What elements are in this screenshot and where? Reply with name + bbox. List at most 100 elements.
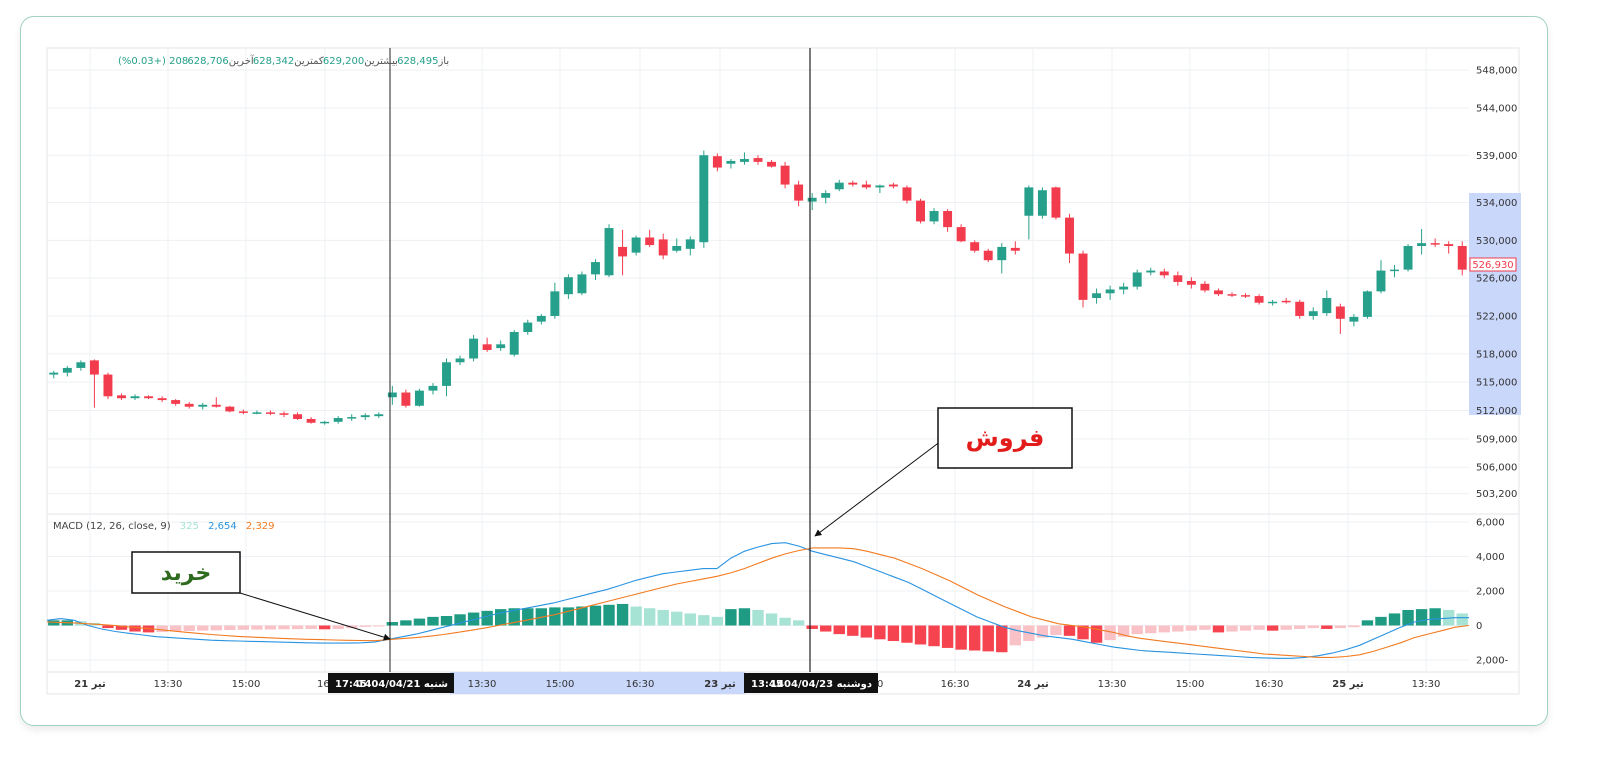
price-tick-label: 515,000 [1476,378,1517,389]
price-tick-label: 503,200 [1476,489,1517,500]
price-tick-label: 539,000 [1476,151,1517,162]
price-axis[interactable]: 548,000 544,000 539,000 534,000 530,000 526,0… [1476,66,1517,500]
histogram-bar [725,609,737,626]
candle-body [983,250,993,261]
histogram-bar [1280,625,1292,630]
histogram-bar [630,606,642,626]
histogram-bar [1388,613,1401,626]
time-tick-label: 15:00 [232,679,261,690]
histogram-bar [1199,625,1211,630]
candle-body [509,332,519,355]
candle-body [767,161,777,167]
histogram-bar [129,625,141,632]
price-tick-label: 522,000 [1476,311,1517,322]
candle-body [1322,297,1332,314]
histogram-bar [860,625,873,638]
macd-histogram [48,603,1468,653]
candle-body [49,372,59,375]
price-tick-label: 530,000 [1476,236,1517,247]
candle-body [1105,289,1115,294]
histogram-bar [589,605,602,626]
histogram-bar [698,615,710,626]
candle-body [252,412,262,414]
time-tick-label: 13:30 [154,679,183,690]
candle-body [1444,244,1454,246]
candle-body [62,367,72,373]
histogram-bar [792,620,805,626]
histogram-bar [657,609,669,626]
chart-frame [20,16,1548,726]
candle-body [1268,301,1278,304]
candle-body [699,155,709,243]
candle-body [685,239,695,249]
time-tick-label: 24 تیر [1017,679,1049,690]
change-value: 208 (+0.03%) [118,56,188,67]
candle-body [956,227,966,242]
price-tick-label: 544,000 [1476,103,1517,114]
candle-body [442,362,451,386]
candle-body [943,211,953,228]
candle-body [1037,190,1047,216]
histogram-bar [197,625,209,631]
price-pane[interactable] [46,47,1520,515]
time-tick-label: 15:00 [1176,679,1205,690]
candle-body [320,421,330,424]
histogram-bar [1131,625,1143,635]
time-axis[interactable] [46,671,1520,695]
histogram-bar [1307,625,1319,629]
macd-line-value: 2,654 [208,521,237,532]
price-tick-label: 506,000 [1476,463,1517,474]
histogram-bar [1348,625,1360,628]
histogram-bar [522,608,534,626]
histogram-bar [454,614,466,626]
time-tick-label: 16: [317,679,333,690]
candle-body [306,418,316,423]
candle-body [1335,306,1345,319]
candle-body [103,374,113,397]
candle-body [469,338,479,359]
histogram-bar [1145,625,1157,634]
high-label: بیشترین [364,56,398,67]
macd-line [46,542,1469,659]
time-tick-label: 13:30 [468,679,497,690]
histogram-bar [901,625,913,643]
histogram-bar [1077,625,1089,640]
histogram-bar [1104,625,1116,641]
histogram-bar [359,625,371,627]
time-tick-label: 16:30 [1255,679,1284,690]
histogram-bar [955,625,967,650]
candle-body [238,411,248,413]
candle-body [577,274,587,294]
candle-body [455,358,465,363]
candle-body [1349,316,1359,322]
candle-body [631,237,641,253]
histogram-bar [1253,625,1265,630]
macd-pane[interactable] [46,513,1520,673]
macd-signal-value: 2,329 [246,521,275,532]
candle-body [1186,280,1196,285]
low-label: کمترین [294,56,324,67]
candle-body [834,182,844,190]
histogram-bar [1185,625,1198,631]
histogram-bar [318,625,331,630]
histogram-bar [752,609,764,626]
candle-body [1227,294,1237,296]
macd-tick-label: 6,000 [1476,518,1505,529]
histogram-bar [183,625,195,632]
histogram-bar [1036,625,1049,638]
histogram-bar [467,612,480,626]
histogram-bar [874,625,886,640]
candle-body [1281,300,1291,303]
candle-body [198,404,208,407]
candle-body [265,412,275,414]
candle-body [1457,245,1467,270]
candle-body [374,414,384,417]
histogram-bar [1239,625,1252,631]
histogram-bar [941,625,954,648]
histogram-bar [413,618,426,626]
candle-body [117,395,126,399]
high-value: 629,200 [323,56,364,67]
macd-axis[interactable]: 6,000 4,000 2,000 0 2,000- [1476,518,1509,667]
time-tick-label: 21 تیر [74,679,106,690]
